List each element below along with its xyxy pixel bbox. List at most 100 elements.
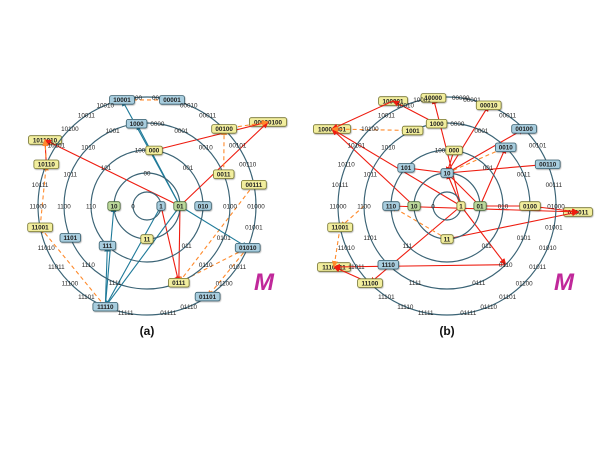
svg-text:0110: 0110: [499, 262, 513, 269]
svg-text:101: 101: [101, 165, 112, 172]
svg-text:10: 10: [110, 203, 118, 210]
svg-text:10100: 10100: [361, 126, 379, 133]
svg-text:10010: 10010: [97, 103, 115, 110]
svg-text:00110: 00110: [239, 162, 257, 169]
svg-text:0101: 0101: [217, 235, 232, 242]
svg-text:(b): (b): [439, 324, 454, 338]
svg-text:1101: 1101: [364, 235, 378, 242]
svg-text:01000: 01000: [247, 203, 265, 210]
svg-text:0011: 0011: [217, 172, 231, 179]
svg-text:000: 000: [149, 148, 160, 155]
svg-text:00101: 00101: [229, 143, 247, 150]
svg-text:10: 10: [443, 170, 451, 177]
svg-text:0100: 0100: [523, 203, 538, 210]
svg-text:10011: 10011: [378, 113, 396, 120]
svg-text:1001: 1001: [106, 128, 121, 135]
svg-text:1011: 1011: [364, 172, 378, 179]
svg-text:10111: 10111: [332, 182, 349, 189]
svg-text:11011: 11011: [48, 264, 65, 271]
svg-text:1000: 1000: [430, 121, 445, 128]
svg-text:01110: 01110: [180, 304, 197, 311]
svg-text:10010: 10010: [397, 103, 415, 110]
svg-text:1110: 1110: [382, 262, 396, 269]
svg-text:(a): (a): [140, 324, 155, 338]
svg-text:11000: 11000: [29, 203, 47, 210]
svg-text:11001: 11001: [32, 225, 50, 232]
svg-text:10110: 10110: [338, 162, 356, 169]
svg-text:0000: 0000: [450, 121, 465, 128]
svg-text:00110: 00110: [539, 162, 557, 169]
svg-text:10001: 10001: [413, 97, 431, 104]
svg-text:010: 010: [498, 203, 509, 210]
svg-text:01010: 01010: [239, 245, 257, 252]
svg-text:1100: 1100: [57, 203, 71, 210]
svg-text:11101: 11101: [378, 294, 395, 301]
svg-text:110: 110: [86, 203, 97, 210]
svg-text:11010: 11010: [38, 245, 56, 252]
svg-text:M: M: [254, 269, 275, 296]
svg-text:11: 11: [444, 236, 451, 243]
svg-text:0011: 0011: [517, 172, 531, 179]
svg-text:01011: 01011: [229, 264, 247, 271]
svg-text:10101: 10101: [48, 143, 66, 150]
svg-text:0001: 0001: [474, 128, 489, 135]
svg-text:0111: 0111: [172, 280, 186, 287]
svg-text:1011: 1011: [64, 172, 78, 179]
svg-text:0001: 0001: [174, 128, 189, 135]
svg-text:0110: 0110: [199, 262, 213, 269]
svg-text:01100: 01100: [516, 280, 534, 287]
svg-text:10111: 10111: [32, 182, 49, 189]
svg-text:00010: 00010: [480, 103, 498, 110]
svg-text:1100: 1100: [357, 203, 371, 210]
svg-text:1010: 1010: [81, 145, 96, 152]
svg-text:00011: 00011: [199, 113, 217, 120]
svg-text:11101: 11101: [78, 294, 95, 301]
svg-text:01110: 01110: [480, 304, 497, 311]
svg-text:0010: 0010: [499, 145, 514, 152]
svg-text:000: 000: [449, 148, 460, 155]
svg-text:11100: 11100: [361, 280, 378, 287]
svg-text:01: 01: [476, 203, 484, 210]
svg-text:11000: 11000: [329, 203, 347, 210]
svg-text:001: 001: [483, 165, 494, 172]
svg-text:00111: 00111: [245, 182, 262, 189]
svg-text:11111: 11111: [118, 310, 134, 317]
svg-text:1101: 1101: [63, 235, 77, 242]
svg-text:00111: 00111: [546, 182, 563, 189]
svg-text:01011: 01011: [529, 264, 547, 271]
svg-text:101: 101: [401, 165, 412, 172]
svg-text:01010: 01010: [539, 245, 557, 252]
svg-text:10001: 10001: [113, 97, 131, 104]
svg-text:01101: 01101: [499, 294, 517, 301]
svg-text:011: 011: [482, 243, 493, 250]
svg-text:01001: 01001: [545, 225, 563, 232]
svg-text:0010: 0010: [199, 145, 214, 152]
svg-text:111: 111: [102, 243, 112, 250]
svg-text:10011: 10011: [78, 113, 96, 120]
svg-text:0111: 0111: [472, 280, 486, 287]
svg-text:00101: 00101: [529, 143, 547, 150]
svg-text:11010: 11010: [338, 245, 356, 252]
svg-text:1000: 1000: [130, 121, 145, 128]
svg-text:11100: 11100: [62, 280, 79, 287]
svg-text:100: 100: [435, 148, 446, 155]
svg-text:01100: 01100: [216, 280, 234, 287]
svg-text:0: 0: [131, 203, 135, 210]
svg-text:00: 00: [143, 170, 151, 177]
svg-text:0: 0: [431, 203, 435, 210]
svg-text:M: M: [554, 269, 575, 296]
svg-text:0101: 0101: [517, 235, 532, 242]
svg-text:1110: 1110: [82, 262, 96, 269]
svg-text:11110: 11110: [97, 304, 114, 311]
svg-text:1010: 1010: [381, 145, 396, 152]
svg-text:10100: 10100: [61, 126, 79, 133]
svg-text:011: 011: [182, 243, 193, 250]
svg-text:00000100: 00000100: [254, 119, 283, 126]
svg-text:00010: 00010: [180, 103, 198, 110]
svg-text:00100: 00100: [515, 126, 533, 133]
svg-text:0100: 0100: [223, 203, 238, 210]
svg-text:001: 001: [183, 165, 194, 172]
svg-text:10110: 10110: [38, 162, 56, 169]
svg-text:1111: 1111: [109, 280, 122, 287]
svg-text:11: 11: [144, 236, 151, 243]
